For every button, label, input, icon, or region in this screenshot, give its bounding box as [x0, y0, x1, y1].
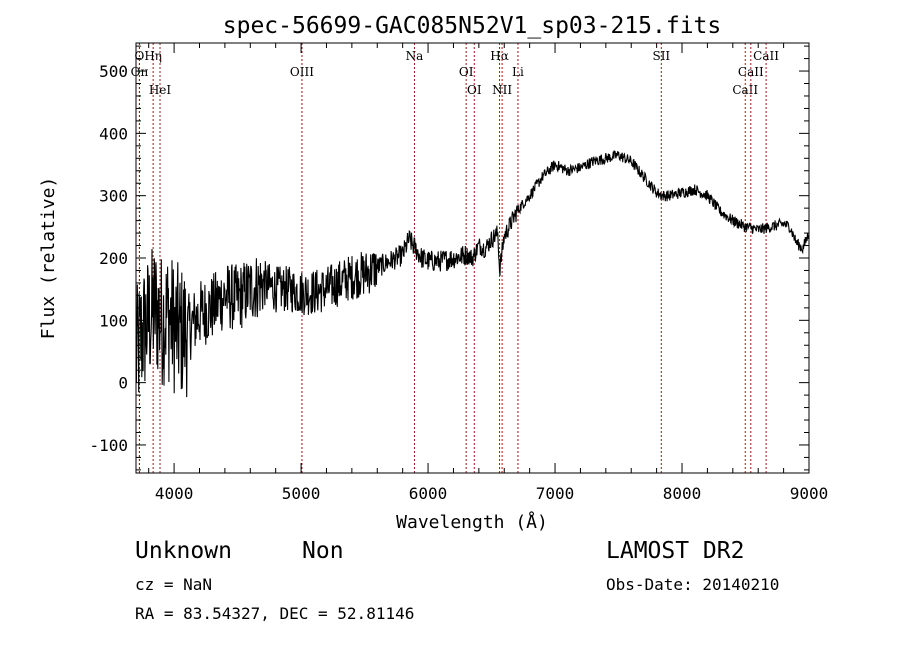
ra-dec-coordinates: RA = 83.54327, DEC = 52.81146 [135, 604, 415, 623]
marker-label: OIII [290, 65, 314, 79]
marker-label: CaII [753, 49, 779, 63]
marker-label: OI [459, 65, 474, 79]
chart-title: spec-56699-GAC085N52V1_sp03-215.fits [223, 13, 722, 39]
x-tick-label: 6000 [409, 484, 448, 503]
redshift-cz: cz = NaN [135, 575, 213, 594]
marker-label: Li [512, 65, 524, 79]
x-axis-label: Wavelength (Å) [396, 511, 548, 533]
y-axis-label: Flux (relative) [38, 177, 59, 340]
y-tick-label: 300 [99, 187, 128, 206]
marker-label: Hη [144, 49, 162, 63]
object-subclass: Non [302, 538, 344, 564]
y-tick-label: 100 [99, 311, 128, 330]
x-tick-label: 7000 [536, 484, 575, 503]
marker-label: Hα [490, 49, 509, 63]
y-tick-label: -100 [89, 436, 128, 455]
marker-label: Oɪɪ [131, 65, 149, 79]
survey-name: LAMOST DR2 [606, 538, 745, 564]
marker-label: OI [467, 83, 482, 97]
x-tick-label: 8000 [663, 484, 702, 503]
axis-ticks: 4000 5000 6000 7000 8000 9000 -100 0 100 200 300 40… [89, 43, 828, 503]
object-class: Unknown [135, 538, 232, 564]
x-tick-label: 5000 [282, 484, 321, 503]
emission-line-markers: O HηOɪɪHeIOIIINaOIOIHαNIILiSIICaIICaIICaI… [131, 43, 779, 473]
observation-date: Obs-Date: 20140210 [606, 575, 780, 594]
marker-label: Na [406, 49, 424, 63]
marker-label: NII [492, 83, 512, 97]
y-tick-label: 200 [99, 249, 128, 268]
marker-label: SII [652, 49, 670, 63]
spectrum-series-line [135, 150, 810, 398]
x-tick-label: 9000 [790, 484, 829, 503]
x-tick-label: 4000 [155, 484, 194, 503]
y-tick-label: 400 [99, 124, 128, 143]
marker-label: CaII [738, 65, 764, 79]
y-tick-label: 0 [118, 374, 128, 393]
marker-label: HeI [149, 83, 172, 97]
y-tick-label: 500 [99, 62, 128, 81]
marker-label: CaII [732, 83, 758, 97]
